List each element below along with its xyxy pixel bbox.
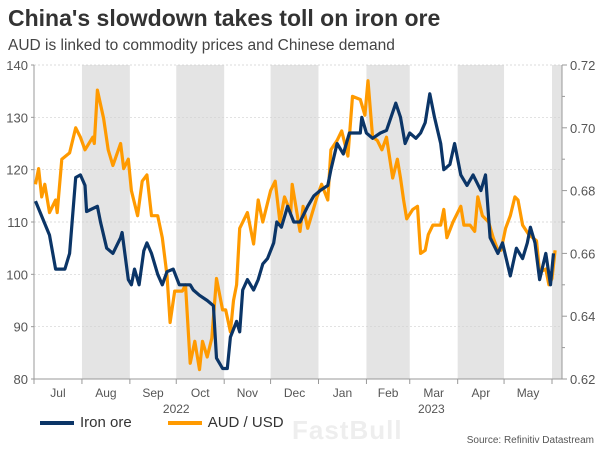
legend-label-aud-usd: AUD / USD [207, 414, 284, 431]
x-tick-label: Sep [142, 386, 164, 400]
shaded-month-band [81, 65, 130, 379]
x-tick-label: Dec [284, 386, 305, 400]
legend-swatch-aud-usd [167, 420, 202, 425]
legend-swatch-iron-ore [40, 420, 74, 425]
chart-subtitle: AUD is linked to commodity prices and Ch… [8, 37, 395, 54]
y-left-tick-label: 90 [14, 320, 28, 335]
y-left-tick-label: 80 [14, 372, 28, 387]
y-left-tick-label: 130 [6, 110, 28, 125]
x-tick-label: Apr [472, 386, 491, 400]
legend-item-iron-ore: Iron ore [40, 414, 132, 431]
series-line-aud-usd [33, 79, 557, 372]
x-tick-label: Jan [333, 386, 352, 400]
x-year-label: 2023 [418, 402, 445, 416]
y-right-tick-label: 0.72 [570, 58, 595, 73]
y-left-tick-label: 120 [6, 163, 28, 178]
series-line-iron-ore [34, 92, 556, 371]
shaded-month-band [552, 65, 562, 379]
y-right-tick-label: 0.66 [570, 246, 595, 261]
source-note: Source: Refinitiv Datastream [466, 435, 594, 446]
x-tick-label: Jul [50, 386, 65, 400]
y-right-tick-label: 0.64 [570, 309, 595, 324]
y-left-tick-label: 100 [6, 267, 28, 282]
y-right-tick-label: 0.70 [570, 121, 595, 136]
shaded-month-band [457, 65, 505, 379]
y-right-tick-label: 0.68 [570, 184, 595, 199]
y-left-tick-label: 110 [7, 215, 28, 230]
legend: Iron ore AUD / USD [40, 414, 320, 431]
x-tick-label: Feb [378, 386, 399, 400]
y-left-tick-label: 140 [6, 58, 28, 73]
legend-item-aud-usd: AUD / USD [167, 414, 284, 431]
legend-label-iron-ore: Iron ore [80, 414, 132, 431]
x-tick-label: Mar [423, 386, 444, 400]
x-year-label: 2022 [163, 402, 190, 416]
x-tick-label: Aug [95, 386, 116, 400]
x-tick-label: Oct [191, 386, 210, 400]
y-right-tick-label: 0.62 [570, 372, 595, 387]
x-tick-label: May [517, 386, 540, 400]
watermark-logo: FastBull [292, 415, 403, 445]
chart-title: China's slowdown takes toll on iron ore [8, 5, 441, 31]
x-tick-label: Nov [237, 386, 258, 400]
